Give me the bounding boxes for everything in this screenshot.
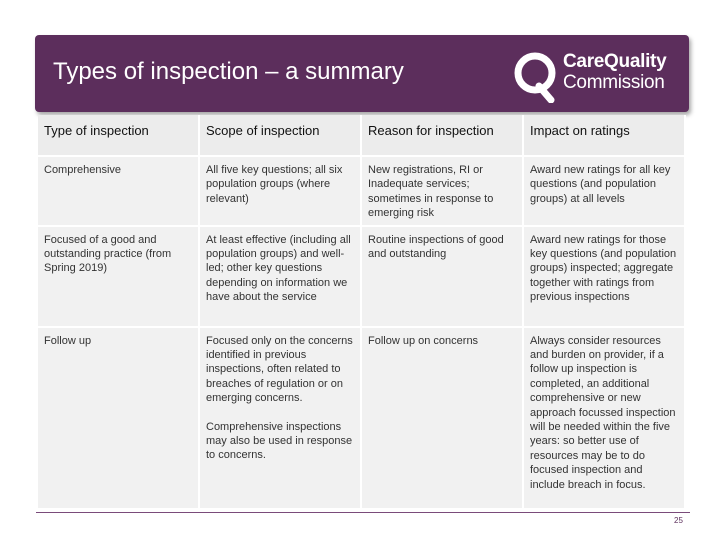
column-header-reason: Reason for inspection: [362, 115, 524, 157]
table-row: Follow up Focused only on the concerns i…: [38, 327, 686, 510]
cqc-logo: CareQuality Commission: [513, 48, 683, 104]
cell-impact: Award new ratings for those key question…: [524, 226, 686, 328]
cell-scope: All five key questions; all six populati…: [200, 157, 362, 227]
page-title: Types of inspection – a summary: [53, 58, 404, 85]
cell-type: Follow up: [38, 327, 200, 510]
cell-type: Comprehensive: [38, 157, 200, 227]
cell-reason: New registrations, RI or Inadequate serv…: [362, 157, 524, 227]
footer-divider: [36, 512, 690, 513]
cell-reason: Routine inspections of good and outstand…: [362, 226, 524, 328]
cell-scope: Focused only on the concerns identified …: [200, 327, 362, 510]
cell-impact: Award new ratings for all key questions …: [524, 157, 686, 227]
inspection-summary-table: Type of inspection Scope of inspection R…: [38, 115, 686, 510]
cqc-q-logo-icon: [514, 52, 556, 104]
cell-scope: At least effective (including all popula…: [200, 226, 362, 328]
logo-text-commission: Commission: [563, 72, 665, 93]
title-banner: Types of inspection – a summary CareQual…: [35, 35, 689, 112]
column-header-type: Type of inspection: [38, 115, 200, 157]
logo-text-carequality: CareQuality: [563, 51, 667, 72]
page-number: 25: [674, 516, 683, 525]
cell-scope-paragraph-extra: Comprehensive inspections may also be us…: [206, 420, 353, 462]
cell-scope-paragraph: Focused only on the concerns identified …: [206, 334, 353, 405]
table-row: Focused of a good and outstanding practi…: [38, 226, 686, 328]
cell-type: Focused of a good and outstanding practi…: [38, 226, 200, 328]
cell-reason: Follow up on concerns: [362, 327, 524, 510]
cell-impact: Always consider resources and burden on …: [524, 327, 686, 510]
table-row: Comprehensive All five key questions; al…: [38, 157, 686, 227]
table-header-row: Type of inspection Scope of inspection R…: [38, 115, 686, 157]
column-header-impact: Impact on ratings: [524, 115, 686, 157]
column-header-scope: Scope of inspection: [200, 115, 362, 157]
